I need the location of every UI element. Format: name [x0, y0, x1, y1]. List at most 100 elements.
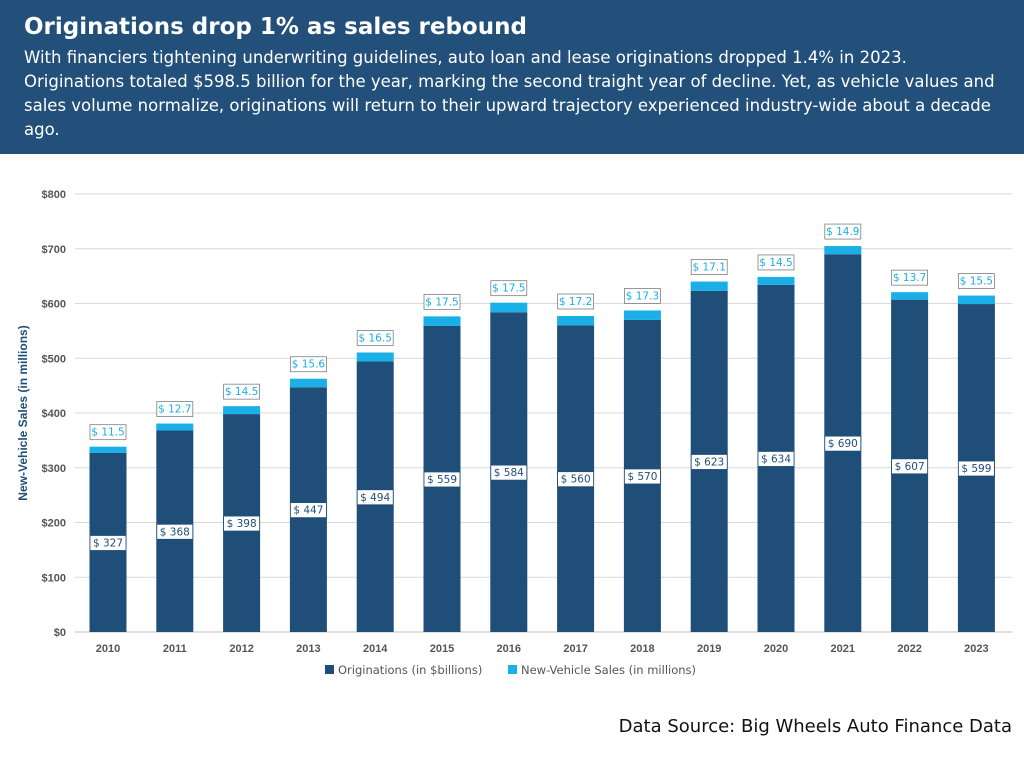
data-label-box	[223, 383, 261, 400]
bar-new-vehicle-sales	[690, 281, 728, 291]
data-label-sales: $ 17.1	[692, 262, 725, 274]
x-tick-label: 2020	[764, 643, 788, 655]
x-tick-label: 2012	[229, 643, 253, 655]
data-label-box	[289, 502, 327, 519]
bar-new-vehicle-sales	[824, 246, 862, 255]
data-label-box	[757, 254, 795, 271]
y-tick-label: $100	[42, 572, 66, 584]
x-tick-label: 2015	[430, 643, 454, 655]
data-label-box	[690, 259, 728, 275]
data-label-sales: $ 14.5	[759, 257, 792, 269]
data-label-box	[89, 535, 127, 551]
y-tick-label: $400	[42, 408, 66, 420]
data-label-sales: $ 12.7	[158, 404, 191, 416]
data-label-originations: $ 559	[427, 474, 457, 486]
bar-new-vehicle-sales	[957, 295, 995, 305]
data-label-box	[490, 464, 528, 481]
data-label-box	[156, 401, 194, 417]
data-label-originations: $ 494	[360, 492, 390, 504]
legend-label-sales: New-Vehicle Sales (in millions)	[521, 663, 696, 677]
data-label-box	[156, 523, 194, 540]
data-label-sales: $ 16.5	[358, 333, 391, 345]
bar-new-vehicle-sales	[623, 310, 661, 320]
x-tick-label: 2014	[363, 643, 388, 655]
data-label-originations: $ 634	[761, 453, 791, 465]
header-banner: Originations drop 1% as sales rebound Wi…	[0, 0, 1024, 154]
data-label-box	[891, 458, 928, 475]
legend-label-originations: Originations (in $billions)	[338, 663, 482, 677]
data-label-sales: $ 17.3	[626, 290, 659, 302]
data-label-box	[356, 330, 394, 346]
data-label-originations: $ 570	[627, 471, 657, 483]
data-label-box	[557, 293, 594, 310]
data-label-box	[223, 515, 261, 532]
data-label-originations: $ 398	[227, 518, 257, 530]
bar-new-vehicle-sales	[289, 378, 327, 388]
y-tick-label: $300	[42, 463, 66, 475]
bar-new-vehicle-sales	[156, 423, 194, 431]
data-label-box	[557, 471, 594, 488]
data-label-originations: $ 584	[494, 467, 524, 479]
x-tick-label: 2017	[563, 643, 587, 655]
data-label-originations: $ 599	[961, 463, 991, 475]
y-tick-label: $200	[42, 518, 66, 530]
bar-new-vehicle-sales	[89, 446, 127, 453]
x-tick-label: 2011	[163, 643, 187, 655]
stacked-bar-chart: $0 $100 $200 $300 $400 $500 $600 $700 $800 New-Ve…	[16, 189, 1012, 677]
data-source-note: Data Source: Big Wheels Auto Finance Dat…	[618, 716, 1012, 737]
data-label-sales: $ 15.6	[292, 359, 326, 371]
data-label-box	[490, 280, 528, 297]
y-tick-label: $800	[42, 189, 66, 201]
data-label-box	[757, 451, 795, 467]
data-label-box	[624, 288, 661, 304]
bar-new-vehicle-sales	[423, 316, 461, 326]
x-tick-label: 2016	[497, 643, 521, 655]
data-label-box	[958, 273, 995, 289]
data-label-originations: $ 690	[828, 438, 858, 450]
bar-new-vehicle-sales	[223, 406, 261, 415]
page-title: Originations drop 1% as sales rebound	[24, 14, 527, 40]
y-tick-label: $500	[42, 353, 66, 365]
data-label-sales: $ 17.5	[425, 296, 458, 308]
x-tick-label: 2010	[96, 643, 120, 655]
data-label-sales: $ 17.2	[559, 296, 592, 308]
data-label-box	[356, 489, 394, 506]
data-label-originations: $ 327	[93, 537, 123, 549]
data-label-box	[690, 454, 728, 470]
data-label-box	[824, 435, 862, 452]
x-tick-label: 2023	[964, 643, 988, 655]
x-tick-label: 2018	[630, 643, 654, 655]
data-label-sales: $ 13.7	[893, 272, 926, 284]
data-label-originations: $ 560	[561, 474, 591, 486]
data-label-box	[423, 293, 461, 310]
data-label-box	[89, 424, 127, 441]
data-label-box	[824, 223, 862, 240]
x-tick-label: 2022	[897, 643, 921, 655]
page-subtitle: With financiers tightening underwriting …	[24, 48, 995, 139]
bar-new-vehicle-sales	[757, 276, 795, 285]
data-label-sales: $ 17.5	[492, 283, 525, 295]
data-label-originations: $ 607	[895, 461, 925, 473]
data-label-box	[891, 269, 928, 286]
data-label-sales: $ 14.5	[225, 386, 258, 398]
data-label-sales: $ 15.5	[960, 276, 993, 288]
bar-new-vehicle-sales	[891, 292, 929, 300]
legend-swatch-sales	[508, 665, 517, 674]
data-label-originations: $ 368	[160, 526, 190, 538]
legend-swatch-originations	[325, 665, 334, 674]
data-label-box	[423, 471, 461, 488]
y-axis-title: New-Vehicle Sales (in millions)	[16, 325, 30, 500]
data-label-sales: $ 11.5	[91, 427, 124, 439]
x-tick-label: 2019	[697, 643, 721, 655]
x-tick-label: 2021	[831, 643, 855, 655]
y-tick-label: $700	[42, 244, 66, 256]
x-tick-label: 2013	[296, 643, 320, 655]
bar-new-vehicle-sales	[356, 352, 394, 362]
data-label-originations: $ 623	[694, 456, 724, 468]
data-label-box	[624, 468, 661, 485]
data-label-originations: $ 447	[293, 505, 323, 517]
data-label-sales: $ 14.9	[826, 226, 859, 238]
data-label-box	[289, 356, 327, 373]
bar-new-vehicle-sales	[557, 315, 595, 326]
bar-new-vehicle-sales	[490, 302, 528, 313]
